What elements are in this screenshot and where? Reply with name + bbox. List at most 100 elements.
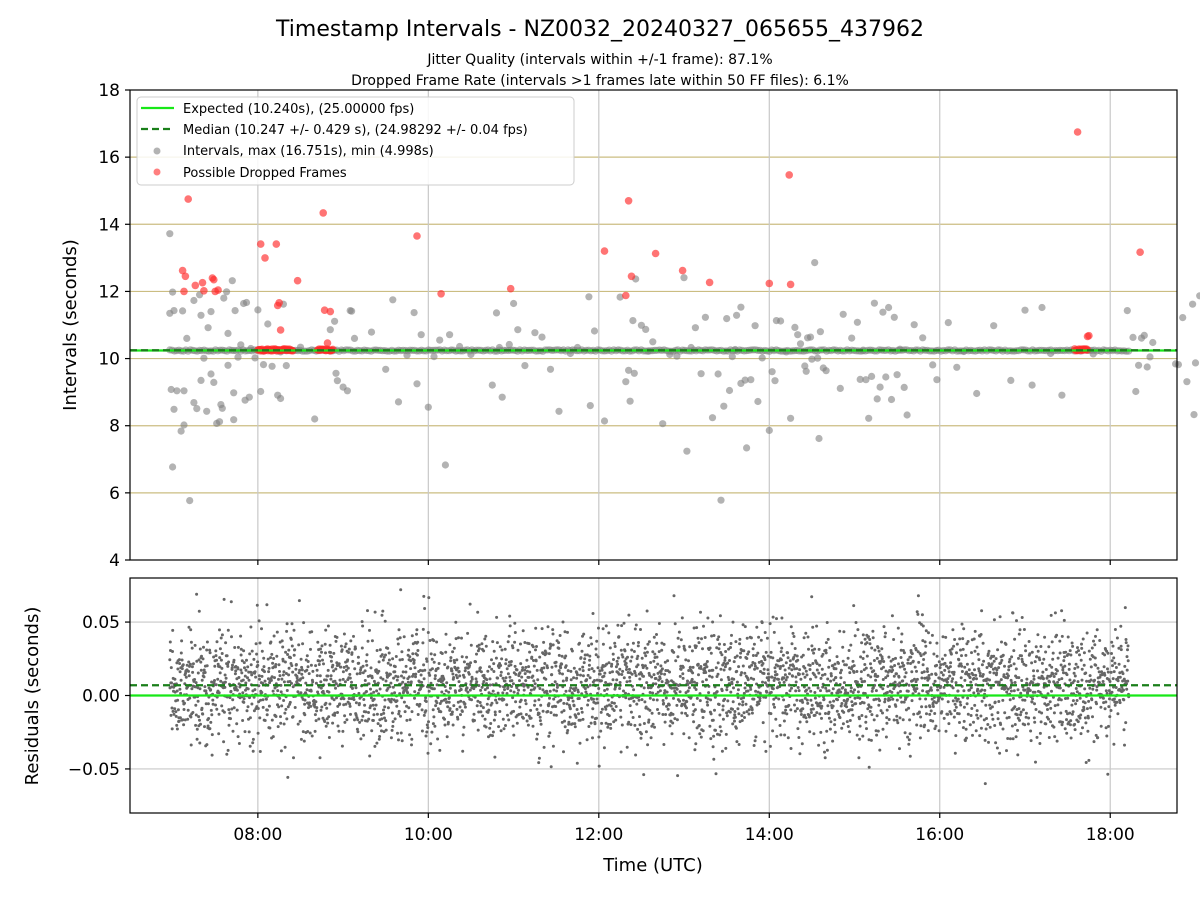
residual-point — [825, 689, 829, 693]
residual-point — [1064, 709, 1068, 713]
residual-point — [884, 735, 888, 739]
residual-point — [546, 666, 549, 670]
residual-point — [466, 690, 470, 694]
residual-point — [310, 630, 314, 634]
residual-point — [1005, 690, 1009, 694]
residual-point — [735, 654, 739, 658]
residual-point — [420, 680, 424, 684]
residual-point — [179, 691, 183, 695]
residual-point — [288, 700, 292, 704]
residual-point — [680, 702, 684, 706]
residual-point — [1061, 668, 1065, 672]
residual-point — [990, 662, 994, 666]
residual-point — [490, 658, 493, 662]
residual-point — [380, 653, 384, 657]
residual-point — [998, 615, 1002, 619]
residual-point — [929, 709, 933, 713]
residual-point — [171, 650, 174, 653]
residual-point — [875, 714, 879, 718]
residual-point — [462, 725, 466, 729]
residual-point — [534, 626, 538, 630]
residual-point — [902, 664, 906, 667]
residual-point — [787, 666, 791, 670]
residual-point — [218, 628, 221, 632]
residual-point — [737, 665, 741, 669]
residual-point — [967, 668, 971, 672]
residual-point — [564, 654, 568, 658]
residual-point — [1069, 719, 1073, 723]
residual-point — [778, 681, 781, 685]
residual-point — [972, 720, 975, 724]
residual-point — [816, 686, 820, 690]
interval-point — [350, 334, 359, 342]
residual-point — [494, 656, 498, 660]
residual-point — [996, 711, 1000, 715]
residual-point — [742, 696, 746, 700]
residual-point — [1028, 652, 1032, 656]
residual-point — [307, 706, 310, 710]
residual-point — [399, 714, 402, 718]
residual-point — [624, 696, 628, 700]
residual-point — [913, 665, 917, 669]
residual-point — [1106, 667, 1109, 671]
residual-point — [763, 740, 767, 744]
residual-point — [194, 723, 198, 727]
residual-point — [377, 660, 381, 664]
residual-point — [209, 688, 213, 692]
residual-point — [999, 723, 1003, 726]
residual-point — [582, 632, 586, 636]
residual-point — [399, 588, 403, 592]
residual-point — [683, 702, 687, 706]
interval-point — [944, 319, 952, 327]
residual-point — [480, 685, 484, 689]
residual-point — [244, 681, 248, 685]
residual-point — [1112, 670, 1116, 674]
residual-point — [260, 649, 264, 653]
residual-point — [552, 697, 556, 701]
residual-point — [973, 649, 977, 653]
residual-point — [196, 699, 200, 703]
residual-point — [681, 676, 685, 680]
residual-point — [360, 646, 364, 650]
residual-point — [711, 745, 715, 749]
residual-point — [1056, 656, 1060, 660]
residual-point — [379, 676, 383, 680]
residual-point — [626, 642, 630, 646]
residual-point — [460, 655, 464, 659]
residual-point — [706, 697, 710, 701]
residual-point — [654, 677, 658, 680]
interval-point — [190, 296, 198, 305]
residual-point — [837, 661, 840, 665]
residual-point — [242, 700, 246, 704]
residual-point — [324, 701, 328, 705]
residual-point — [525, 658, 529, 662]
residual-point — [872, 669, 876, 673]
residual-point — [751, 647, 755, 651]
residual-point — [624, 691, 627, 695]
residual-point — [988, 703, 992, 707]
residual-point — [960, 670, 964, 673]
residual-point — [994, 741, 998, 745]
residual-point — [889, 659, 893, 663]
residual-point — [554, 660, 558, 664]
residual-point — [821, 673, 824, 677]
interval-point — [701, 313, 710, 321]
residual-point — [743, 671, 747, 675]
residual-point — [319, 647, 322, 651]
residual-point — [1094, 634, 1097, 638]
residual-point — [526, 685, 530, 689]
residual-point — [263, 719, 267, 722]
residual-point — [757, 702, 761, 706]
residual-point — [934, 701, 938, 705]
interval-point — [193, 405, 201, 413]
residual-point — [621, 655, 625, 659]
residual-point — [444, 689, 448, 693]
residual-point — [619, 648, 623, 652]
residual-point — [447, 696, 451, 700]
residual-point — [393, 665, 397, 669]
residual-point — [596, 692, 599, 695]
residual-point — [1056, 680, 1060, 684]
residual-point — [1086, 729, 1090, 733]
residual-point — [547, 652, 551, 656]
residual-point — [955, 642, 959, 646]
